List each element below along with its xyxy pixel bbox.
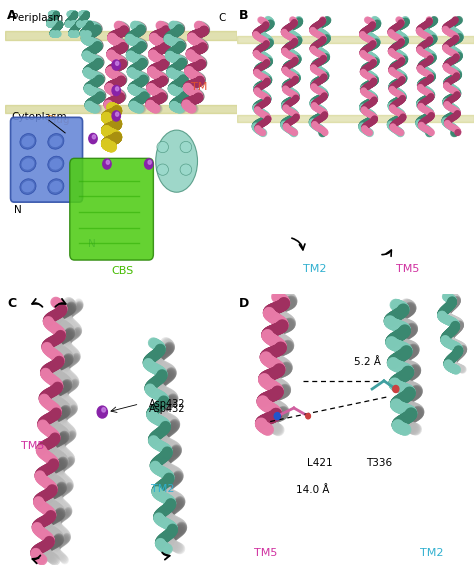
Circle shape <box>92 135 96 139</box>
Circle shape <box>89 134 97 144</box>
Text: T336: T336 <box>366 458 392 468</box>
Text: TM: TM <box>191 82 207 92</box>
Ellipse shape <box>48 179 64 195</box>
Bar <box>5 104 237 113</box>
Text: C: C <box>219 13 226 23</box>
Ellipse shape <box>48 156 64 172</box>
Ellipse shape <box>20 156 36 172</box>
Text: TM2: TM2 <box>303 264 327 274</box>
Circle shape <box>97 406 108 418</box>
Circle shape <box>145 159 153 169</box>
Circle shape <box>103 159 111 169</box>
Circle shape <box>106 160 109 164</box>
Text: A: A <box>7 9 17 22</box>
Circle shape <box>112 60 120 70</box>
Ellipse shape <box>20 179 36 195</box>
Text: B: B <box>239 9 249 22</box>
FancyBboxPatch shape <box>10 118 82 202</box>
Text: TM5: TM5 <box>396 264 419 274</box>
Ellipse shape <box>155 130 198 192</box>
Text: TM5: TM5 <box>21 441 44 451</box>
Text: L421: L421 <box>307 458 333 468</box>
Text: TM5: TM5 <box>254 548 277 558</box>
Text: TM2: TM2 <box>151 484 174 494</box>
Text: Plug: Plug <box>46 115 69 124</box>
Bar <box>237 36 474 43</box>
Circle shape <box>306 413 310 419</box>
Circle shape <box>102 408 106 412</box>
Ellipse shape <box>22 136 34 147</box>
Circle shape <box>112 111 120 121</box>
Ellipse shape <box>157 142 168 152</box>
Text: 5.2 Å: 5.2 Å <box>354 357 381 367</box>
Bar <box>237 115 474 122</box>
Circle shape <box>112 86 120 95</box>
Text: Cytoplasm: Cytoplasm <box>12 112 67 122</box>
Text: TM2: TM2 <box>419 548 443 558</box>
Circle shape <box>148 160 151 164</box>
Text: D: D <box>239 297 250 310</box>
Text: CBS: CBS <box>111 266 134 276</box>
Text: N: N <box>14 205 22 215</box>
Circle shape <box>274 413 281 420</box>
Ellipse shape <box>22 158 34 170</box>
Ellipse shape <box>49 158 62 170</box>
Ellipse shape <box>180 142 191 152</box>
FancyBboxPatch shape <box>70 158 154 260</box>
Text: Periplasm: Periplasm <box>12 13 63 23</box>
Text: N: N <box>88 239 96 249</box>
Ellipse shape <box>22 181 34 192</box>
Ellipse shape <box>180 164 191 175</box>
Text: 14.0 Å: 14.0 Å <box>296 485 329 495</box>
Ellipse shape <box>49 181 62 192</box>
Bar <box>5 31 237 39</box>
Text: Asp432: Asp432 <box>149 404 185 414</box>
Circle shape <box>116 62 119 65</box>
Text: C: C <box>7 297 16 310</box>
Ellipse shape <box>48 134 64 149</box>
Text: Asp432: Asp432 <box>149 399 185 409</box>
Circle shape <box>116 87 119 91</box>
Circle shape <box>116 112 119 116</box>
Ellipse shape <box>49 136 62 147</box>
Circle shape <box>392 385 399 392</box>
Ellipse shape <box>20 134 36 149</box>
Ellipse shape <box>157 164 168 175</box>
